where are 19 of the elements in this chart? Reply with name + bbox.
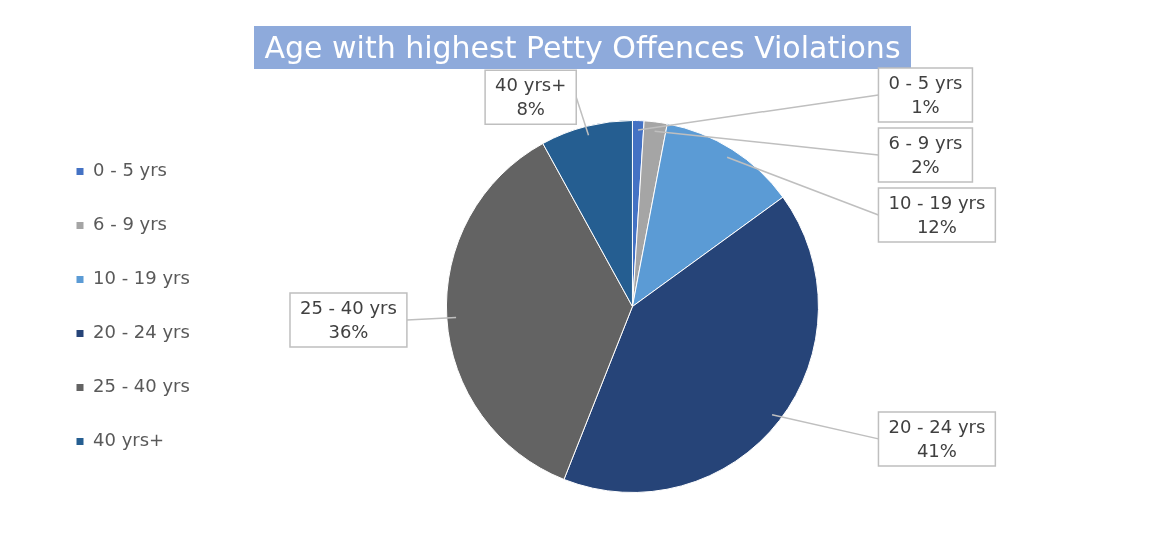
slice-label: 6 - 9 yrs	[888, 131, 963, 153]
data-label: 2%	[911, 155, 940, 177]
slice-label: 0 - 5 yrs	[888, 71, 963, 93]
legend-label: 6 - 9 yrs	[93, 213, 167, 235]
legend-label: 10 - 19 yrs	[93, 267, 190, 289]
data-label: 8%	[516, 97, 545, 119]
legend-label: 0 - 5 yrs	[93, 159, 167, 181]
legend-label: 25 - 40 yrs	[93, 375, 190, 397]
data-label: 1%	[911, 95, 940, 117]
slice-label: 20 - 24 yrs	[888, 415, 986, 437]
data-label: 12%	[916, 215, 957, 237]
legend-label: 40 yrs+	[93, 429, 165, 451]
data-label: 36%	[328, 320, 369, 342]
slice-label: 25 - 40 yrs	[299, 296, 397, 318]
legend-label: 20 - 24 yrs	[93, 321, 190, 343]
data-label: 41%	[916, 439, 957, 461]
chart-title: Age with highest Petty Offences Violations	[254, 26, 911, 69]
slice-label: 40 yrs+	[495, 73, 567, 95]
slice-label: 10 - 19 yrs	[888, 191, 986, 213]
